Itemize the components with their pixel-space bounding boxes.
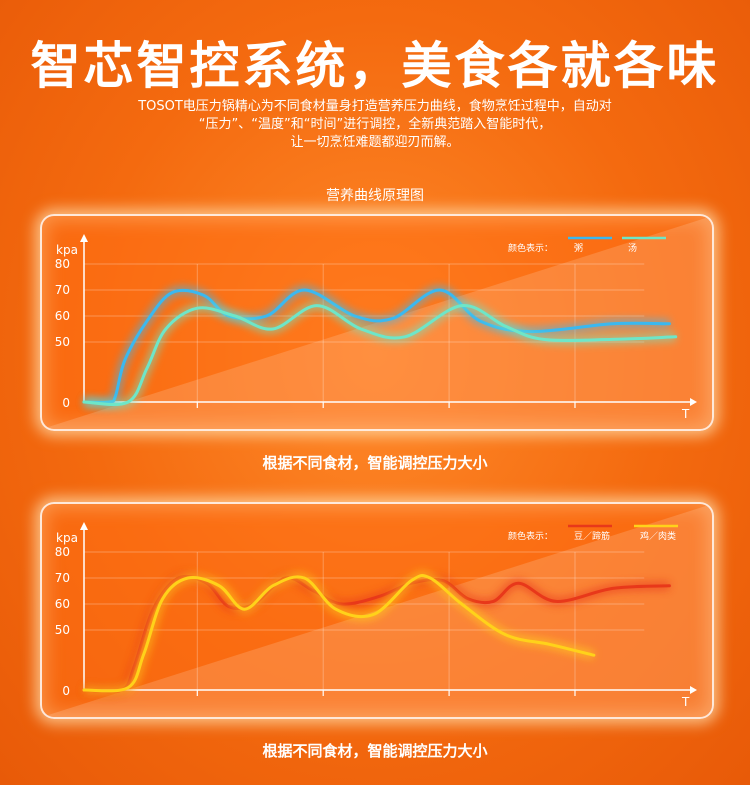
- chart-2-plot: kpa 0 50 60 70 80 T 颜色表示： 豆／蹄筋 鸡／肉类: [42, 504, 712, 717]
- y-axis-arrow: [80, 234, 88, 242]
- chart-1-panel: kpa 0 50 60 70 80 T 颜色表示： 粥 汤: [40, 214, 714, 431]
- chart-2-panel: kpa 0 50 60 70 80 T 颜色表示： 豆／蹄筋 鸡／肉类: [40, 502, 714, 719]
- intro-line-3: 让一切烹饪难题都迎刃而解。: [60, 134, 690, 152]
- legend-item: 粥: [574, 242, 583, 254]
- x-axis-label: T: [681, 695, 690, 709]
- headline: 智芯智控系统，美食各就各味: [0, 26, 750, 98]
- y-tick-label: 70: [55, 571, 70, 585]
- legend-item: 汤: [628, 243, 637, 254]
- chart-1-caption: 根据不同食材，智能调控压力大小: [0, 452, 750, 473]
- legend-item: 豆／蹄筋: [574, 530, 610, 542]
- y-tick-label: 60: [55, 597, 70, 611]
- legend-title: 颜色表示：: [508, 242, 553, 254]
- y-axis-label: kpa: [56, 243, 78, 257]
- y-tick-label: 80: [55, 545, 70, 559]
- legend-item: 鸡／肉类: [640, 530, 676, 542]
- y-axis-label: kpa: [56, 531, 78, 545]
- y-tick-label: 50: [55, 623, 70, 637]
- y-tick-label: 0: [62, 684, 70, 698]
- y-tick-label: 50: [55, 335, 70, 349]
- chart-1-title: 营养曲线原理图: [0, 185, 750, 205]
- intro-line-2: “压力”、“温度”和“时间”进行调控，全新典范踏入智能时代，: [60, 116, 690, 134]
- y-tick-label: 0: [62, 396, 70, 410]
- y-tick-label: 80: [55, 257, 70, 271]
- intro-text: TOSOT电压力锅精心为不同食材量身打造营养压力曲线，食物烹饪过程中，自动对 “…: [60, 98, 690, 152]
- intro-line-1: TOSOT电压力锅精心为不同食材量身打造营养压力曲线，食物烹饪过程中，自动对: [60, 98, 690, 116]
- x-axis-label: T: [681, 407, 690, 421]
- y-axis-arrow: [80, 522, 88, 530]
- chart-2-caption: 根据不同食材，智能调控压力大小: [0, 740, 750, 761]
- legend-title: 颜色表示：: [508, 530, 553, 542]
- y-tick-label: 70: [55, 283, 70, 297]
- y-tick-label: 60: [55, 309, 70, 323]
- chart-1-plot: kpa 0 50 60 70 80 T 颜色表示： 粥 汤: [42, 216, 712, 429]
